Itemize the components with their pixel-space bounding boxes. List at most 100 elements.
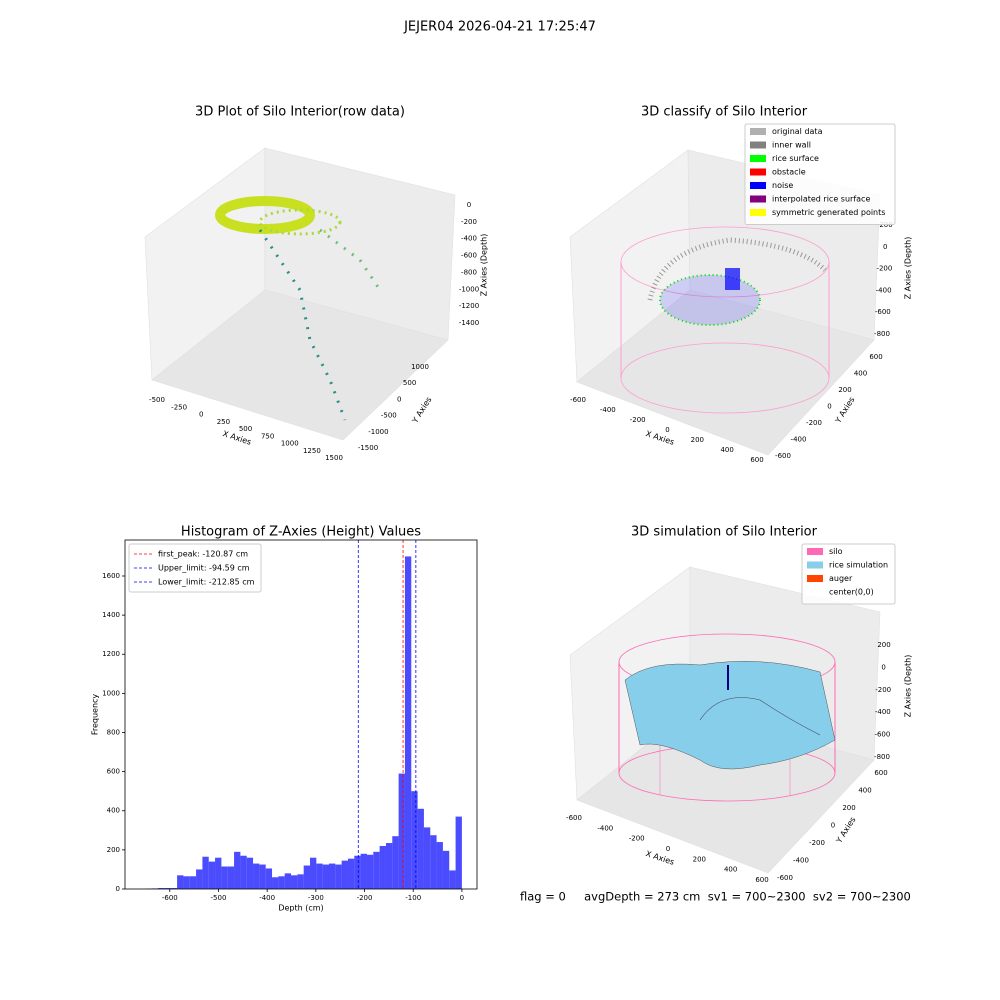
x-axis-label: Depth (cm)	[278, 904, 323, 913]
x-tick-label: 200	[693, 855, 706, 863]
bar	[392, 836, 399, 889]
legend-label: interpolated rice surface	[772, 195, 870, 204]
bar	[240, 855, 247, 889]
panes-1	[144, 147, 456, 441]
bar	[297, 874, 304, 889]
bar	[259, 864, 266, 889]
y-tick-label: 1000	[411, 363, 429, 371]
y-tick-label: 1000	[102, 689, 120, 697]
bar	[360, 853, 367, 889]
z-tick-label: 200	[877, 641, 890, 649]
y-tick-label: -600	[775, 452, 791, 460]
bar	[227, 866, 235, 889]
x-tick-label: -600	[162, 894, 178, 902]
legend-box	[744, 123, 896, 225]
bar	[189, 876, 197, 889]
legend-swatch	[750, 141, 766, 149]
bar	[177, 875, 184, 889]
footer: flag = 0 avgDepth = 273 cm sv1 = 700~230…	[520, 890, 911, 904]
z-tick-label: -200	[875, 686, 891, 694]
legend-swatch	[750, 182, 766, 189]
x-tick-label: -100	[405, 894, 421, 902]
bar	[246, 857, 254, 889]
bar	[449, 870, 456, 889]
y-axis-label: Frequency	[91, 694, 100, 736]
bar	[385, 843, 393, 889]
chart-title: Histogram of Z-Axies (Height) Values	[181, 525, 421, 540]
bar	[417, 808, 424, 889]
bar	[272, 877, 279, 889]
figure-title: JEJER04 2026-04-21 17:25:47	[403, 20, 596, 35]
z-axis-label: Z Axies (Depth)	[904, 655, 913, 718]
z-tick-label: -800	[874, 753, 890, 761]
bar	[423, 827, 431, 889]
legend-label: first_peak: -120.87 cm	[158, 550, 248, 559]
surface-decoration	[618, 633, 836, 802]
scatter-decoration-1	[215, 196, 382, 421]
x-tick-label: -600	[570, 396, 586, 404]
bar	[328, 863, 336, 889]
bar	[183, 876, 190, 889]
bar	[404, 556, 412, 889]
bar	[284, 873, 292, 889]
bar	[234, 851, 241, 889]
bar	[430, 835, 437, 889]
z-tick-label: -800	[461, 268, 477, 276]
bar	[196, 869, 203, 889]
bar	[398, 773, 405, 889]
x-tick-label: 0	[460, 894, 464, 902]
y-tick-label: 1200	[102, 650, 120, 658]
y-tick-label: 400	[858, 787, 871, 795]
z-axis-label: Z Axies (Depth)	[480, 234, 489, 297]
x-tick-label: -200	[629, 835, 645, 843]
bar	[253, 863, 260, 889]
bar	[322, 864, 329, 889]
y-tick-label: 1400	[102, 611, 120, 619]
x-tick-label: 1250	[303, 447, 321, 455]
z-tick-label: 0	[883, 243, 887, 251]
bar	[316, 863, 323, 889]
y-tick-label: 200	[107, 846, 120, 854]
legend-label: obstacle	[772, 168, 806, 177]
z-axis-label: Z Axies (Depth)	[904, 237, 913, 300]
chart-title: 3D classify of Silo Interior	[641, 105, 808, 120]
z-tick-label: -200	[461, 218, 477, 226]
z-tick-label: -800	[874, 330, 890, 338]
bar	[366, 854, 374, 889]
legend-swatch	[750, 155, 766, 162]
x-tick-label: 1500	[325, 454, 343, 462]
legend-label: center(0,0)	[829, 588, 874, 597]
legend-label: Upper_limit: -94.59 cm	[158, 564, 250, 573]
y-tick-label: -1500	[358, 444, 378, 452]
z-tick-label: -1000	[459, 285, 479, 293]
x-tick-label: -400	[600, 406, 616, 414]
chart-title: 3D Plot of Silo Interior(row data)	[195, 105, 405, 120]
bar	[303, 865, 311, 889]
legend-swatch	[750, 195, 766, 203]
legend-label: rice simulation	[829, 561, 888, 570]
x-tick-label: -400	[597, 824, 613, 832]
x-tick-label: 1000	[281, 440, 299, 448]
z-tick-label: -400	[876, 286, 892, 294]
y-tick-label: 400	[854, 370, 867, 378]
y-tick-label: 400	[107, 807, 120, 815]
y-tick-label: -400	[791, 436, 807, 444]
bar	[215, 857, 222, 889]
y-tick-label: 1600	[102, 572, 120, 580]
x-tick-label: 250	[217, 418, 230, 426]
z-tick-label: -600	[874, 731, 890, 739]
y-tick-label: 0	[397, 395, 401, 403]
legend-label: original data	[772, 127, 823, 136]
bar	[373, 851, 380, 889]
x-tick-label: 0	[665, 426, 669, 434]
bar	[265, 868, 273, 889]
bar	[164, 888, 171, 889]
z-tick-label: -200	[876, 265, 892, 273]
y-tick-label: 600	[869, 353, 882, 361]
y-tick-label: 200	[838, 386, 851, 394]
legend-swatch	[750, 168, 766, 176]
z-tick-label: 0	[881, 663, 885, 671]
x-tick-label: 600	[755, 876, 768, 884]
legend-label: auger	[829, 574, 853, 583]
